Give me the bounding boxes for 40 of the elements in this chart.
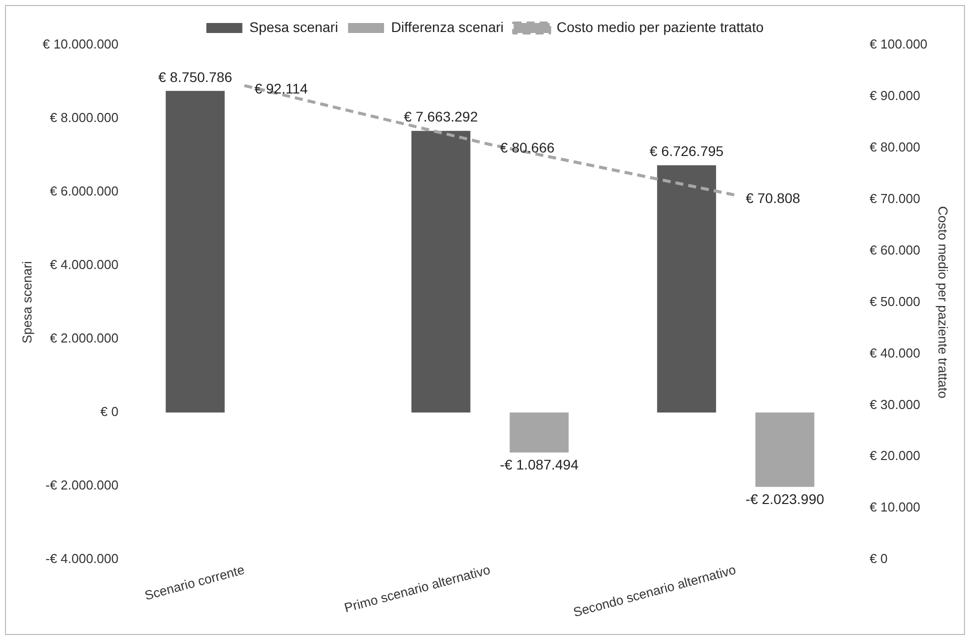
bar: [510, 412, 569, 452]
y-tick-label: -€ 4.000.000: [45, 551, 119, 566]
y-tick-label: € 6.000.000: [50, 184, 119, 199]
data-label: € 80.666: [500, 139, 555, 156]
y2-tick-label: € 10.000: [870, 500, 920, 515]
data-label: € 8.750.786: [158, 68, 232, 85]
y-tick-label: € 8.000.000: [50, 110, 119, 126]
x-tick-label: Primo scenario alternativo: [342, 562, 492, 616]
y2-tick-label: € 60.000: [870, 242, 920, 258]
data-label: € 70.808: [746, 190, 800, 206]
bar: [657, 165, 716, 413]
y2-tick-label: € 80.000: [870, 139, 920, 154]
legend-label: Differenza scenari: [391, 18, 504, 35]
y2-tick-label: € 100.000: [870, 36, 928, 52]
y2-tick-label: € 30.000: [870, 396, 920, 412]
legend-label: Costo medio per paziente trattato: [556, 18, 764, 35]
legend-label: Spesa scenari: [249, 18, 338, 35]
data-label: € 6.726.795: [650, 143, 724, 160]
data-label: € 92.114: [254, 80, 308, 96]
data-label: -€ 2.023.990: [746, 490, 824, 507]
y-tick-label: € 0: [100, 404, 119, 420]
data-label: € 7.663.292: [404, 108, 478, 125]
bar: [411, 130, 470, 413]
y2-tick-label: € 20.000: [870, 448, 920, 464]
y-tick-label: € 4.000.000: [50, 257, 119, 272]
bar: [755, 412, 814, 487]
y2-axis-title: Costo medio per paziente trattato: [936, 206, 951, 398]
y-axis-title: Spesa scenari: [19, 260, 34, 344]
y2-tick-label: € 90.000: [870, 88, 920, 104]
y-tick-label: € 10.000.000: [42, 36, 119, 52]
y2-tick-label: € 50.000: [870, 294, 920, 309]
y-tick-label: € 2.000.000: [50, 330, 119, 346]
y-tick-label: -€ 2.000.000: [45, 478, 119, 493]
data-label: -€ 1.087.494: [500, 456, 579, 472]
y2-tick-label: € 0: [870, 551, 888, 566]
x-tick-label: Scenario corrente: [143, 562, 246, 603]
x-tick-label: Secondo scenario alternativo: [572, 562, 738, 620]
y2-tick-label: € 70.000: [870, 190, 920, 206]
bar: [166, 90, 225, 413]
y2-tick-label: € 40.000: [870, 345, 920, 360]
